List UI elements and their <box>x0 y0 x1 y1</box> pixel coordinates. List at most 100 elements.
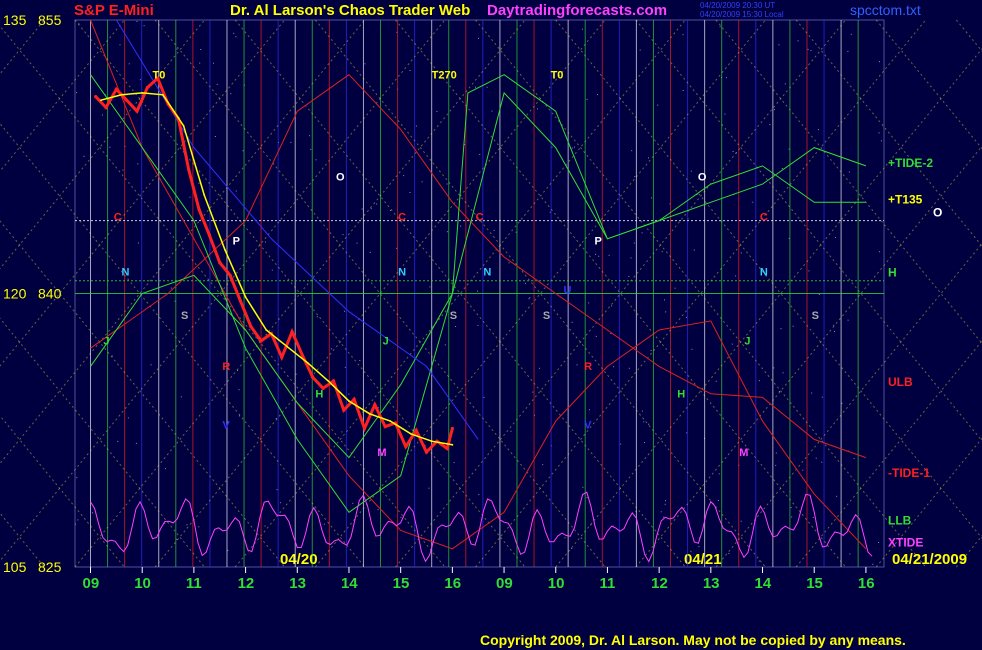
star-dot <box>235 190 237 192</box>
price-point <box>373 403 377 407</box>
blue-flux-line <box>115 19 479 440</box>
star-dot <box>810 50 812 51</box>
star-dot <box>370 208 372 210</box>
cycle-marker: C <box>760 212 768 224</box>
star-dot <box>847 319 849 321</box>
star-dot <box>651 197 653 199</box>
gann-line-down <box>154 19 606 568</box>
star-dot <box>101 114 103 116</box>
star-dot <box>574 146 575 148</box>
price-point <box>218 260 222 265</box>
star-dot <box>76 477 78 479</box>
star-dot <box>199 62 201 64</box>
star-dot <box>792 325 794 327</box>
cycle-marker: T270 <box>432 69 457 81</box>
y-tick-label-left: 135 <box>3 12 27 28</box>
cycle-marker: J <box>103 336 109 348</box>
star-dot <box>352 502 354 504</box>
star-dot <box>620 443 622 445</box>
star-dot <box>478 494 480 496</box>
star-dot <box>661 251 663 253</box>
star-dot <box>693 249 695 251</box>
star-dot <box>510 430 512 432</box>
y-tick-label-price: 855 <box>38 12 62 28</box>
average-series <box>100 92 453 446</box>
price-point <box>450 426 454 431</box>
star-dot <box>682 90 684 91</box>
copyright: Copyright 2009, Dr. Al Larson. May not b… <box>480 632 906 648</box>
average-point <box>265 329 268 331</box>
star-dot <box>436 110 438 112</box>
star-dot <box>491 110 493 112</box>
star-dot <box>180 396 182 398</box>
star-dot <box>781 168 783 169</box>
star-dot <box>634 176 636 178</box>
y-tick-label-left: 105 <box>3 559 27 575</box>
star-dot <box>128 63 130 65</box>
star-dot <box>784 83 786 85</box>
star-dot <box>136 20 138 22</box>
star-dot <box>564 537 566 539</box>
star-dot <box>718 473 720 475</box>
y-tick-label-price: 825 <box>38 559 62 575</box>
x-tick-label: 15 <box>393 575 410 592</box>
price-point <box>187 167 191 172</box>
star-dot <box>164 522 166 524</box>
average-point <box>410 432 412 435</box>
gann-line-up <box>234 19 686 568</box>
star-dot <box>571 147 573 149</box>
price-point <box>362 426 367 431</box>
star-dot <box>137 163 139 165</box>
cycle-marker: H <box>315 388 323 400</box>
star-dot <box>429 286 431 288</box>
cycle-marker: H <box>677 388 685 400</box>
gann-line-up <box>0 19 125 172</box>
star-dot <box>143 25 145 27</box>
price-point <box>94 94 98 99</box>
star-dot <box>715 380 717 382</box>
star-dot <box>176 538 178 540</box>
star-dot <box>529 297 531 299</box>
y-tick-label-price: 840 <box>38 286 62 302</box>
average-point <box>182 124 185 127</box>
star-dot <box>665 500 666 502</box>
star-dot <box>75 523 76 525</box>
price-point <box>300 353 305 358</box>
cycle-marker: V <box>584 419 592 431</box>
x-tick-label: 09 <box>83 575 100 592</box>
star-dot <box>119 44 121 46</box>
right-label: H <box>888 266 897 280</box>
star-dot <box>630 257 632 259</box>
star-dot <box>735 275 737 277</box>
star-dot <box>812 516 814 518</box>
price-point <box>135 109 139 113</box>
cycle-marker: J <box>383 336 389 348</box>
cycle-marker: N <box>760 266 768 278</box>
green-tide-line <box>90 91 867 459</box>
star-dot <box>341 431 343 433</box>
star-dot <box>608 254 610 256</box>
star-dot <box>290 141 292 143</box>
star-dot <box>515 231 517 233</box>
star-dot <box>537 108 538 110</box>
star-dot <box>78 23 80 25</box>
date-day2: 04/21 <box>684 551 722 568</box>
gann-line-up <box>395 19 846 568</box>
star-dot <box>728 553 730 554</box>
star-dot <box>528 298 530 300</box>
star-dot <box>732 151 734 152</box>
star-dot <box>403 175 405 177</box>
price-point <box>424 450 429 454</box>
star-dot <box>170 287 172 289</box>
star-dot <box>344 366 346 368</box>
cycle-marker: P <box>595 235 602 247</box>
star-dot <box>571 548 573 549</box>
star-dot <box>409 192 411 193</box>
star-dot <box>316 316 318 318</box>
star-dot <box>444 344 446 346</box>
price-series <box>94 75 454 455</box>
x-tick-label: 14 <box>341 575 358 592</box>
average-point <box>141 92 144 94</box>
gann-line-up <box>74 19 526 568</box>
